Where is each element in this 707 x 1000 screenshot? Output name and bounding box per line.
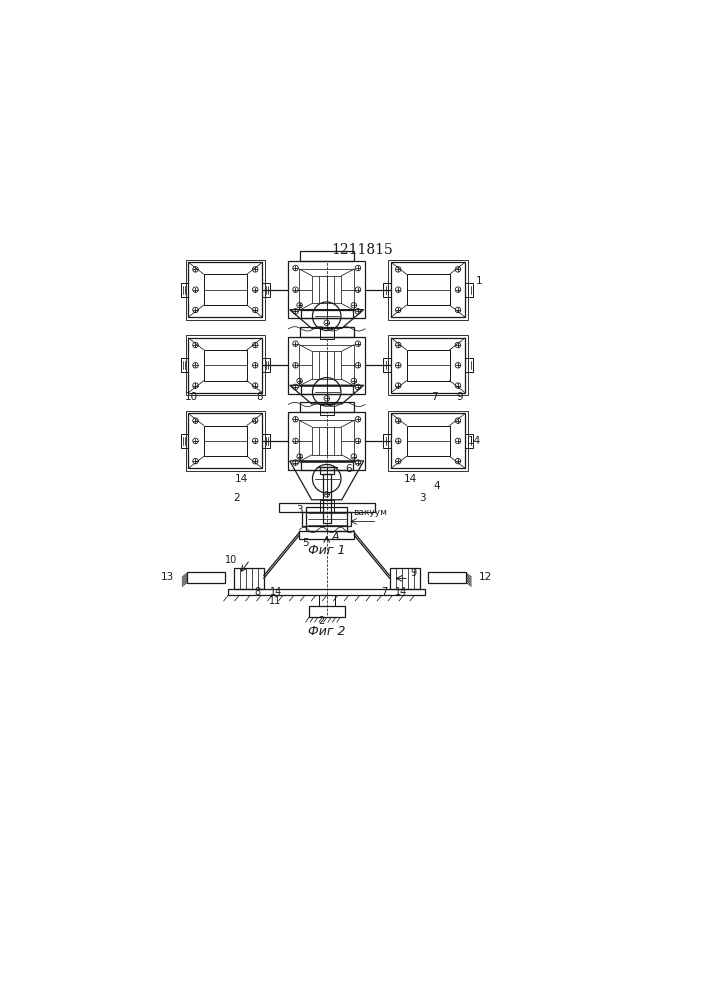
Bar [187, 572, 226, 583]
Text: 7: 7 [431, 392, 438, 402]
Bar [312, 276, 341, 303]
Bar [204, 350, 247, 381]
Bar [465, 283, 473, 297]
Bar [186, 260, 265, 320]
Bar [188, 338, 262, 393]
Bar [320, 500, 334, 512]
Bar [188, 262, 262, 317]
Text: 3: 3 [419, 493, 426, 503]
Bar [299, 345, 354, 386]
Bar [407, 350, 450, 381]
Text: 2: 2 [233, 493, 240, 503]
Text: 13: 13 [161, 572, 175, 582]
Bar [288, 412, 365, 470]
Bar [391, 413, 465, 468]
Bar [388, 411, 468, 471]
Bar [181, 283, 188, 297]
Bar [306, 507, 347, 531]
Bar [309, 606, 344, 617]
Bar [388, 335, 468, 395]
Bar [300, 251, 354, 261]
Bar [299, 420, 354, 462]
Text: 7: 7 [381, 587, 387, 597]
Bar [288, 337, 365, 394]
Bar [319, 595, 335, 606]
Text: 5: 5 [302, 538, 309, 548]
Text: 10: 10 [225, 555, 237, 565]
Bar [407, 426, 450, 456]
Bar [288, 261, 365, 318]
Bar [407, 274, 450, 305]
Bar [262, 358, 270, 372]
Bar [312, 351, 341, 379]
Bar [228, 589, 426, 595]
Text: 9: 9 [456, 392, 463, 402]
Bar [391, 338, 465, 393]
Bar [301, 310, 353, 318]
Bar [188, 413, 262, 468]
Text: 14: 14 [270, 587, 283, 597]
Text: 3: 3 [296, 505, 303, 515]
Bar [428, 572, 467, 583]
Bar [279, 503, 375, 512]
Text: 14: 14 [404, 474, 417, 484]
Bar [186, 411, 265, 471]
Bar [301, 461, 353, 470]
Text: 14: 14 [395, 587, 407, 597]
Bar [383, 434, 391, 448]
Text: 14: 14 [468, 436, 481, 446]
Bar [465, 434, 473, 448]
Bar [388, 260, 468, 320]
Bar [320, 404, 334, 415]
Bar [262, 434, 270, 448]
Text: 2: 2 [318, 616, 325, 626]
Text: 14: 14 [235, 474, 248, 484]
Text: 1211815: 1211815 [332, 243, 393, 257]
Bar [391, 262, 465, 317]
Bar [186, 335, 265, 395]
Bar [465, 358, 473, 372]
Bar [312, 427, 341, 455]
Text: 6: 6 [345, 464, 351, 474]
Bar [204, 426, 247, 456]
Bar [300, 402, 354, 412]
Text: Фиг 1: Фиг 1 [308, 544, 346, 557]
Text: 8: 8 [255, 587, 261, 597]
Text: A: A [331, 532, 339, 542]
Text: вакуум: вакуум [353, 508, 387, 517]
Bar [383, 283, 391, 297]
Text: 12: 12 [479, 572, 492, 582]
Bar [262, 283, 270, 297]
Bar [299, 531, 354, 539]
Bar [320, 467, 334, 474]
Text: Фиг 2: Фиг 2 [308, 625, 346, 638]
Text: 11: 11 [269, 596, 281, 606]
Bar [233, 568, 264, 589]
Bar [383, 358, 391, 372]
Bar [323, 474, 331, 523]
Bar [301, 385, 353, 394]
Bar [300, 327, 354, 337]
Text: 4: 4 [433, 481, 440, 491]
Bar [390, 568, 420, 589]
Bar [181, 358, 188, 372]
Bar [320, 328, 334, 339]
Bar [302, 512, 351, 526]
Text: 10: 10 [185, 392, 198, 402]
Bar [204, 274, 247, 305]
Bar [299, 269, 354, 310]
Bar [181, 434, 188, 448]
Text: 9: 9 [411, 568, 416, 578]
Text: 8: 8 [257, 392, 263, 402]
Text: 1: 1 [476, 276, 483, 286]
